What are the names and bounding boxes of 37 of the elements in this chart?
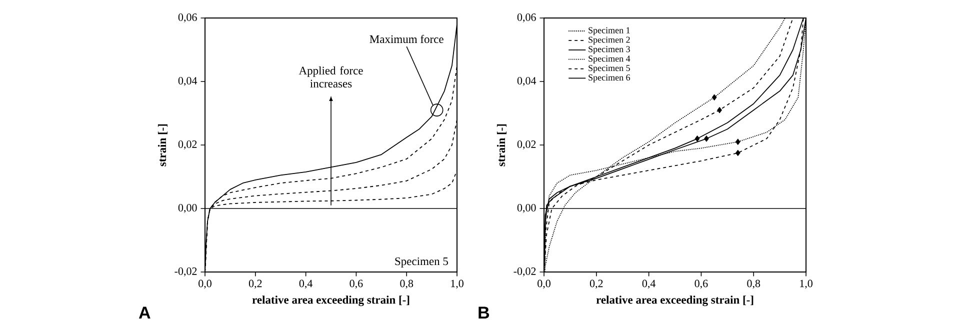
text: B [478, 306, 490, 318]
y-tick-label: 0,06 [178, 14, 197, 23]
x-tick-label: 0,6 [350, 280, 363, 289]
legend-label: Specimen 6 [588, 74, 630, 82]
annotation: Applied force increases [298, 66, 363, 88]
x-tick-label: 0,8 [400, 280, 414, 289]
annotation: Maximum force [370, 34, 444, 44]
text: A [138, 306, 150, 318]
y-tick-label: 0,00 [517, 204, 536, 213]
x-tick-label: 0,4 [642, 280, 656, 289]
x-tick-label: 0,2 [590, 280, 603, 289]
legend-label: Specimen 5 [588, 65, 630, 73]
y-tick-label: -0,02 [174, 268, 197, 276]
x-tick-label: 0,4 [299, 280, 313, 289]
y-tick-label: -0,02 [514, 268, 536, 276]
x-axis-title: relative area exceeding strain [-] [252, 296, 410, 306]
legend-label: Specimen 4 [588, 56, 630, 64]
x-tick-label: 0,0 [198, 280, 212, 289]
annotation: Specimen 5 [395, 257, 448, 268]
x-tick-label: 0,0 [538, 280, 550, 289]
x-tick-label: 1,0 [451, 280, 464, 289]
x-tick-label: 0,8 [747, 280, 760, 289]
legend-label: Specimen 2 [588, 36, 630, 45]
y-tick-label: 0,02 [178, 140, 197, 150]
x-tick-label: 0,2 [248, 280, 262, 289]
legend-label: Specimen 3 [588, 46, 630, 54]
legend-label: Specimen 1 [588, 27, 630, 36]
y-tick-label: 0,04 [178, 77, 198, 86]
y-tick-label: 0,02 [517, 140, 536, 150]
y-tick-label: 0,00 [178, 204, 197, 213]
y-axis-title: strain [-] [496, 124, 506, 166]
x-tick-label: 1,0 [800, 280, 812, 289]
x-tick-label: 0,6 [694, 280, 708, 289]
x-axis-title: relative area exceeding strain [-] [596, 296, 754, 306]
y-axis-title: strain [-] [158, 124, 168, 166]
y-tick-label: 0,04 [517, 77, 536, 86]
y-tick-label: 0,06 [517, 14, 536, 23]
